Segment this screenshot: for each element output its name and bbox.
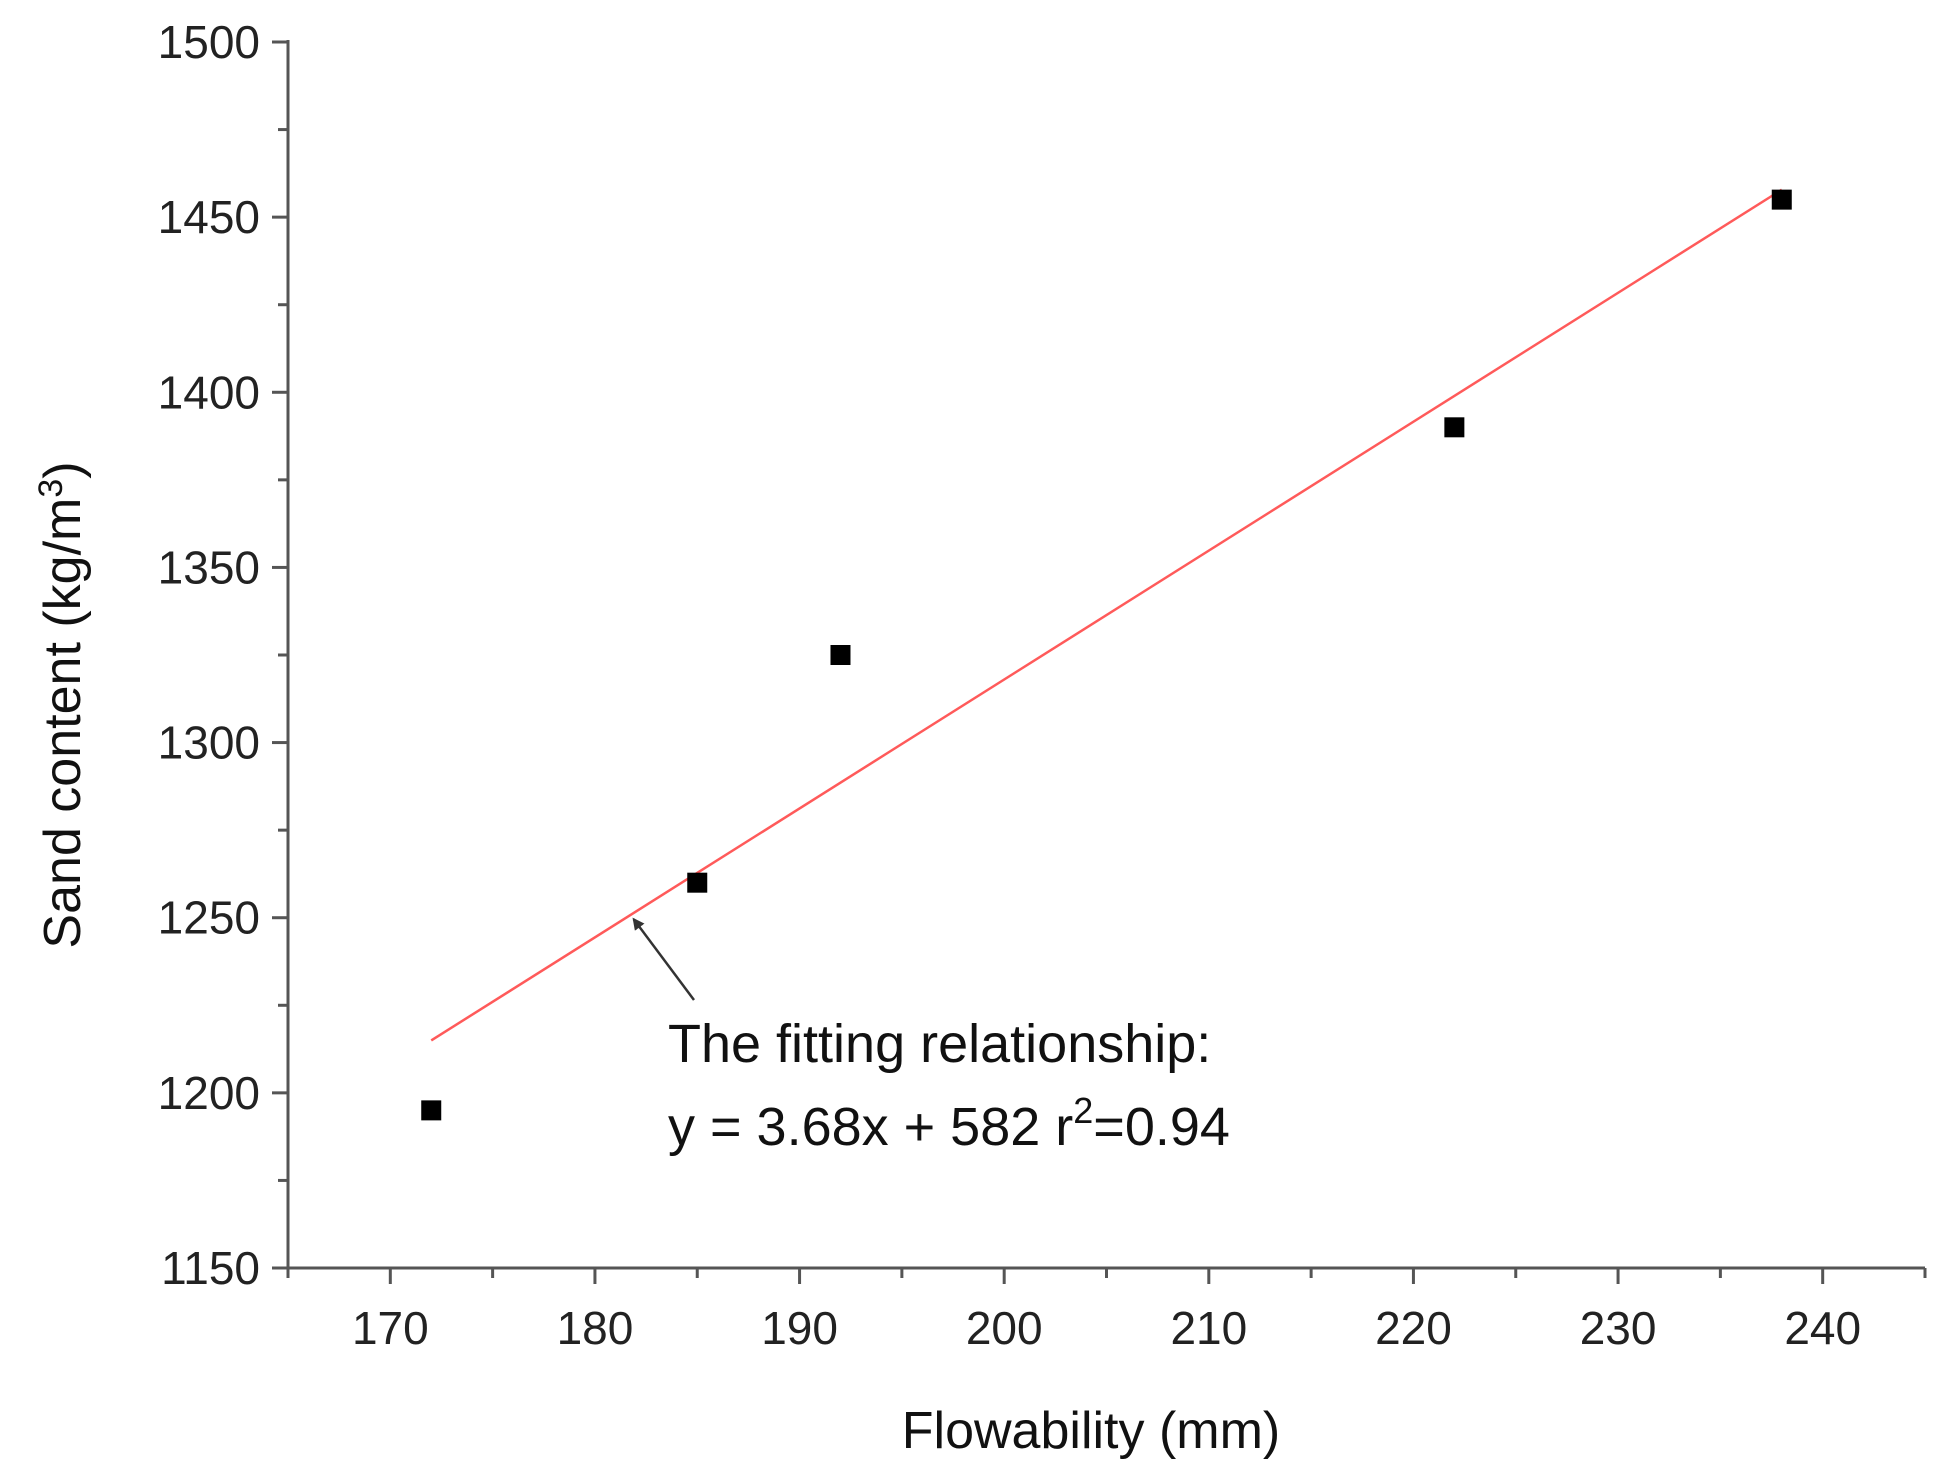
x-axis-ticks: 170 180 190 200 210 220 230 240 [286,1268,1927,1354]
y-tick-label: 1250 [158,892,260,944]
data-points [421,189,1792,1121]
fit-line [430,188,1783,1042]
data-point [687,872,708,893]
x-axis-title: Flowability (mm) [902,1402,1280,1460]
y-tick-label: 1200 [158,1067,260,1119]
data-point [830,645,851,665]
y-axis-title-close: ) [34,461,92,478]
y-axis-title: Sand content (kg/m3) [32,461,92,948]
annotation-arrow-line [632,917,696,1001]
y-axis-title-main: Sand content (kg/m [34,498,92,949]
y-tick-label: 1350 [158,541,260,593]
x-tick-label: 240 [1784,1302,1861,1354]
plot-area: 170 180 190 200 210 220 230 240 1150 1200 1250 130… [158,16,1927,1354]
fit-equation-label-line-2: y = 3.68x + 582 r2=0.94 [668,1090,1230,1157]
y-tick-label: 1150 [161,1242,260,1294]
x-tick-label: 170 [352,1302,429,1354]
x-tick-label: 230 [1580,1302,1657,1354]
fit-equation-prefix: y = 3.68x + 582 r [668,1097,1073,1157]
data-point [421,1100,442,1121]
annotation-arrow [632,917,696,1001]
fit-equation-suffix: =0.94 [1093,1097,1230,1157]
x-tick-label: 210 [1170,1302,1247,1354]
x-tick-label: 180 [557,1302,634,1354]
y-tick-label: 1500 [158,16,260,68]
fit-equation-r-superscript: 2 [1073,1090,1093,1131]
fit-line-layer [430,188,1783,1042]
axes [286,40,1925,1270]
y-tick-label: 1450 [158,191,260,243]
x-tick-label: 220 [1375,1302,1452,1354]
y-tick-label: 1400 [158,366,260,418]
x-tick-label: 190 [761,1302,838,1354]
x-tick-label: 200 [966,1302,1043,1354]
y-tick-label: 1300 [158,717,260,769]
y-axis-ticks: 1150 1200 1250 1300 1350 1400 1450 1500 [158,16,288,1294]
data-point [1444,417,1465,438]
fit-equation-label-line-1: The fitting relationship: [668,1014,1211,1074]
data-point [1771,189,1792,210]
y-axis-title-superscript: 3 [32,479,70,498]
